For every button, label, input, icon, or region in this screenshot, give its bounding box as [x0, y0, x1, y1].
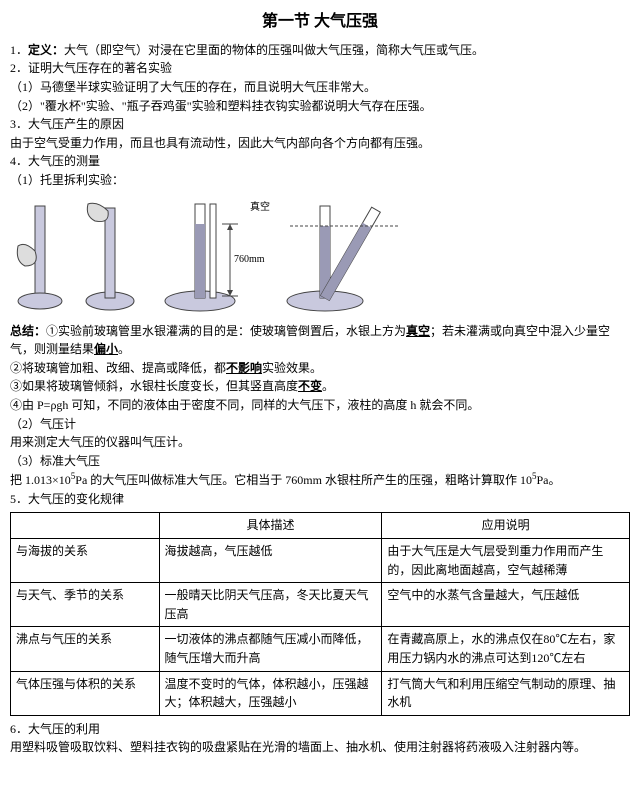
- section-5-head: 5．大气压的变化规律: [10, 490, 630, 509]
- sec-num: 3．: [10, 117, 28, 131]
- th-desc: 具体描述: [159, 513, 382, 539]
- sec4-item3: （3）标准大气压: [10, 452, 630, 471]
- cell: 在青藏高原上，水的沸点仅在80℃左右，家用压力锅内水的沸点可达到120℃左右: [382, 627, 630, 671]
- sec2-item1: （1）马德堡半球实验证明了大气压的存在，而且说明大气压非常大。: [10, 78, 630, 97]
- cell: 沸点与气压的关系: [11, 627, 160, 671]
- table-row: 与海拔的关系 海拔越高，气压越低 由于大气压是大气层受到重力作用而产生的，因此离…: [11, 539, 630, 583]
- cell: 空气中的水蒸气含量越大，气压越低: [382, 583, 630, 627]
- table-row: 气体压强与体积的关系 温度不变时的气体，体积越小，压强越大；体积越大，压强越小 …: [11, 671, 630, 715]
- sec-label: 定义：: [28, 43, 64, 57]
- section-1: 1．定义：大气（即空气）对浸在它里面的物体的压强叫做大气压强，简称大气压或气压。: [10, 41, 630, 60]
- fig-panel-1: [10, 196, 70, 316]
- label-vacuum: 真空: [250, 200, 270, 213]
- sec-num: 6．: [10, 722, 28, 736]
- sec4-item2t: 用来测定大气压的仪器叫气压计。: [10, 433, 630, 452]
- rules-table: 具体描述 应用说明 与海拔的关系 海拔越高，气压越低 由于大气压是大气层受到重力…: [10, 512, 630, 715]
- cell: 由于大气压是大气层受到重力作用而产生的，因此离地面越高，空气越稀薄: [382, 539, 630, 583]
- sec-num: 5．: [10, 492, 28, 506]
- summary-label: 总结：: [10, 324, 46, 338]
- th-blank: [11, 513, 160, 539]
- cell: 打气筒大气和利用压缩空气制动的原理、抽水机: [382, 671, 630, 715]
- table-row: 具体描述 应用说明: [11, 513, 630, 539]
- cell: 温度不变时的气体，体积越小，压强越大；体积越大，压强越小: [159, 671, 382, 715]
- table-row: 沸点与气压的关系 一切液体的沸点都随气压减小而降低，随气压增大而升高 在青藏高原…: [11, 627, 630, 671]
- sec4-item2: （2）气压计: [10, 415, 630, 434]
- sec6-text: 用塑料吸管吸取饮料、塑料挂衣钩的吸盘紧贴在光滑的墙面上、抽水机、使用注射器将药液…: [10, 738, 630, 757]
- kw-unchanged: 不变: [298, 379, 322, 393]
- kw-noaffect: 不影响: [226, 361, 262, 375]
- sec-label: 大气压的利用: [28, 722, 100, 736]
- summary-1: 总结：①实验前玻璃管里水银灌满的目的是：使玻璃管倒置后，水银上方为真空；若未灌满…: [10, 322, 630, 359]
- sec-label: 大气压的变化规律: [28, 492, 124, 506]
- fig-panel-4: [280, 196, 420, 316]
- kw-small: 偏小: [94, 342, 118, 356]
- label-760: 760mm: [234, 254, 265, 265]
- cell: 海拔越高，气压越低: [159, 539, 382, 583]
- cell: 气体压强与体积的关系: [11, 671, 160, 715]
- summary-2: ②将玻璃管加粗、改细、提高或降低，都不影响实验效果。: [10, 359, 630, 378]
- cell: 一切液体的沸点都随气压减小而降低，随气压增大而升高: [159, 627, 382, 671]
- sec-text: 大气（即空气）对浸在它里面的物体的压强叫做大气压强，简称大气压或气压。: [64, 43, 484, 57]
- sec4-item3t: 把 1.013×105Pa 的大气压叫做标准大气压。它相当于 760mm 水银柱…: [10, 470, 630, 490]
- section-3-head: 3．大气压产生的原因: [10, 115, 630, 134]
- sec-num: 1．: [10, 43, 28, 57]
- table-row: 与天气、季节的关系 一般晴天比阴天气压高，冬天比夏天气压高 空气中的水蒸气含量越…: [11, 583, 630, 627]
- fig-panel-3: 760mm 真空: [150, 196, 270, 316]
- torricelli-figure: 760mm 真空: [10, 196, 630, 316]
- summary-4: ④由 P=ρgh 可知，不同的液体由于密度不同，同样的大气压下，液柱的高度 h …: [10, 396, 630, 415]
- cell: 与海拔的关系: [11, 539, 160, 583]
- th-app: 应用说明: [382, 513, 630, 539]
- sec-num: 2．: [10, 61, 28, 75]
- cell: 与天气、季节的关系: [11, 583, 160, 627]
- fig-panel-2: [80, 196, 140, 316]
- sec-label: 大气压的测量: [28, 154, 100, 168]
- summary-3: ③如果将玻璃管倾斜，水银柱长度变长，但其竖直高度不变。: [10, 377, 630, 396]
- page-title: 第一节 大气压强: [10, 10, 630, 35]
- sec3-text: 由于空气受重力作用，而且也具有流动性，因此大气内部向各个方向都有压强。: [10, 134, 630, 153]
- sec-num: 4．: [10, 154, 28, 168]
- sec2-item2: （2）"覆水杯"实验、"瓶子吞鸡蛋"实验和塑料挂衣钩实验都说明大气存在压强。: [10, 97, 630, 116]
- sec-label: 证明大气压存在的著名实验: [28, 61, 172, 75]
- section-4-head: 4．大气压的测量: [10, 152, 630, 171]
- kw-vacuum: 真空: [406, 324, 430, 338]
- sec4-item1: （1）托里拆利实验：: [10, 171, 630, 190]
- cell: 一般晴天比阴天气压高，冬天比夏天气压高: [159, 583, 382, 627]
- section-2-head: 2．证明大气压存在的著名实验: [10, 59, 630, 78]
- section-6-head: 6．大气压的利用: [10, 720, 630, 739]
- sec-label: 大气压产生的原因: [28, 117, 124, 131]
